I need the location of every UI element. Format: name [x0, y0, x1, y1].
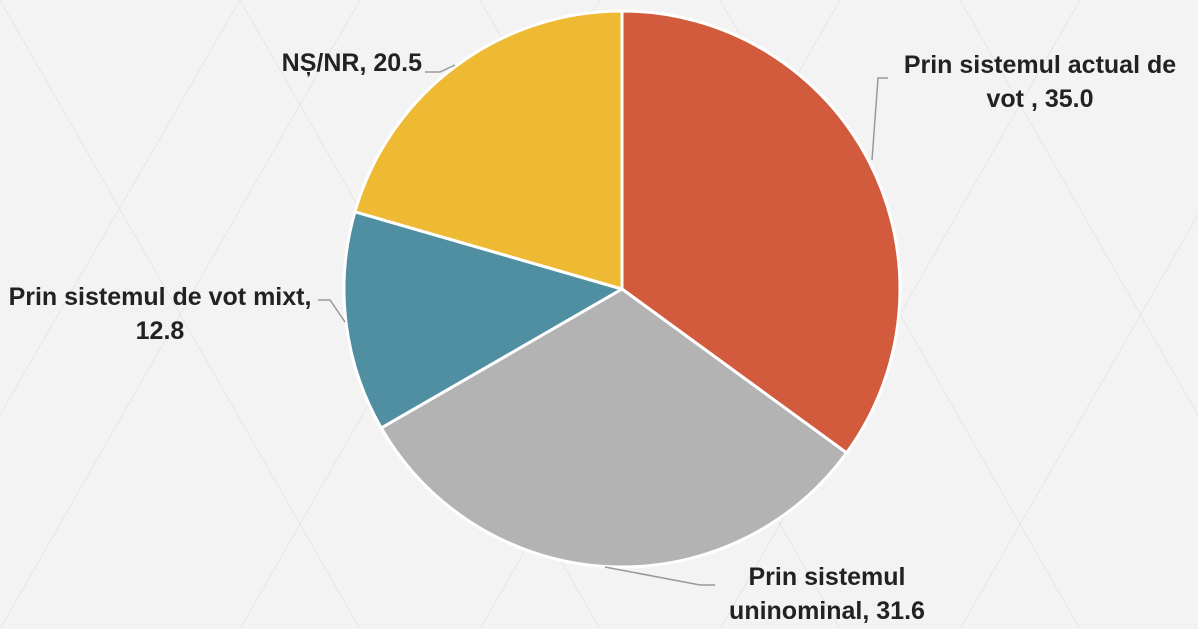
pie: [342, 9, 902, 569]
category-label: Prin sistemul de vot mixt: [8, 283, 305, 311]
data-label: NȘ/NR, 20.5: [190, 46, 422, 80]
value-label: , 35.0: [1024, 85, 1094, 113]
pie-slice: [353, 9, 624, 291]
value-label: , 31.6: [862, 597, 925, 625]
pie-slice: [620, 9, 902, 455]
pie-slice: [342, 210, 624, 430]
value-label: , 20.5: [359, 49, 422, 77]
data-label: Prin sistemul uninominal, 31.6: [692, 560, 962, 628]
data-label: Prin sistemul de vot mixt, 12.8: [0, 280, 320, 348]
value-label: , 12.8: [135, 283, 312, 345]
leader-lines: [318, 64, 888, 586]
category-label: Prin sistemul actual de vot: [903, 51, 1177, 113]
data-label: Prin sistemul actual de vot , 35.0: [885, 48, 1195, 116]
category-label: Prin sistemul uninominal: [729, 563, 906, 625]
category-label: NȘ/NR: [281, 49, 360, 77]
pie-slice: [379, 287, 849, 569]
